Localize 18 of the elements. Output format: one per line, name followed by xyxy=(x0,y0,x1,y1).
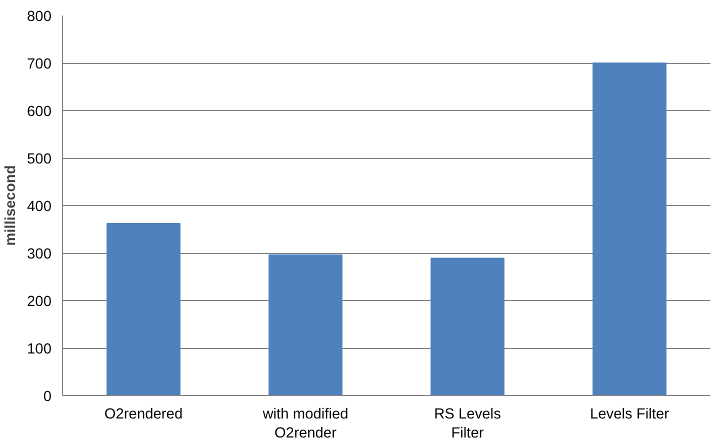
y-tick-label: 300 xyxy=(27,246,52,262)
bar xyxy=(268,254,342,396)
y-axis-title: millisecond xyxy=(3,165,20,246)
y-tick-label: 500 xyxy=(27,152,52,168)
y-tick-label: 200 xyxy=(27,294,52,310)
y-tick-label: 100 xyxy=(27,342,52,358)
x-tick-label: Levels Filter xyxy=(590,406,670,422)
y-tick-label: 600 xyxy=(27,104,52,120)
y-tick-label: 800 xyxy=(27,9,52,25)
bar xyxy=(592,62,666,396)
x-tick-label: O2rendered xyxy=(104,406,183,422)
y-tick-label: 0 xyxy=(43,389,52,405)
x-tick-label: RS Levels Filter xyxy=(434,406,501,442)
y-tick-label: 400 xyxy=(27,199,52,215)
bar xyxy=(430,258,504,396)
y-tick-label: 700 xyxy=(27,56,52,72)
x-tick-label: with modified O2render xyxy=(262,406,348,442)
bar xyxy=(106,223,180,396)
